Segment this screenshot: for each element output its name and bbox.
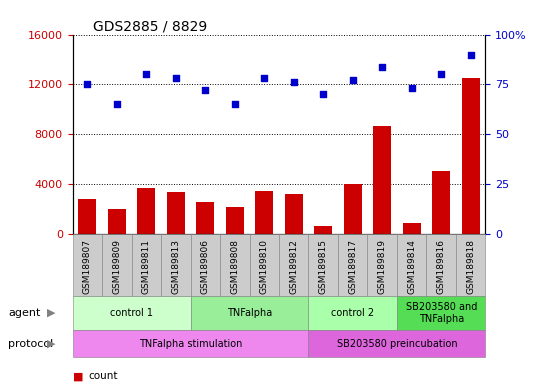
Text: ▶: ▶: [47, 308, 56, 318]
Bar: [108, 209, 126, 234]
Text: GSM189816: GSM189816: [437, 239, 446, 294]
Text: GSM189811: GSM189811: [142, 239, 151, 294]
Point: [289, 79, 298, 86]
Bar: [397, 296, 485, 330]
Text: protocol: protocol: [8, 339, 54, 349]
Text: control 2: control 2: [331, 308, 374, 318]
Point: [348, 78, 357, 84]
Bar: [167, 192, 185, 234]
Text: ▶: ▶: [47, 339, 56, 349]
Bar: [456, 234, 485, 296]
Bar: [73, 234, 102, 296]
Text: GSM189806: GSM189806: [201, 239, 210, 294]
Text: TNFalpha stimulation: TNFalpha stimulation: [139, 339, 242, 349]
Text: SB203580 and
TNFalpha: SB203580 and TNFalpha: [406, 302, 477, 324]
Text: GSM189810: GSM189810: [260, 239, 269, 294]
Point: [437, 71, 446, 78]
Text: SB203580 preincubation: SB203580 preincubation: [336, 339, 458, 349]
Bar: [73, 296, 190, 330]
Bar: [314, 225, 332, 234]
Bar: [403, 223, 421, 234]
Point: [171, 75, 180, 81]
Bar: [161, 234, 190, 296]
Bar: [279, 234, 309, 296]
Point: [378, 63, 387, 70]
Point: [142, 71, 151, 78]
Bar: [73, 330, 309, 357]
Bar: [368, 234, 397, 296]
Point: [112, 101, 121, 108]
Bar: [426, 234, 456, 296]
Text: GSM189814: GSM189814: [407, 239, 416, 294]
Bar: [220, 234, 249, 296]
Bar: [190, 296, 309, 330]
Text: GSM189809: GSM189809: [112, 239, 121, 294]
Text: GSM189817: GSM189817: [348, 239, 357, 294]
Bar: [397, 234, 426, 296]
Point: [201, 88, 210, 94]
Bar: [309, 234, 338, 296]
Text: count: count: [88, 371, 118, 381]
Bar: [309, 330, 485, 357]
Bar: [79, 199, 96, 234]
Bar: [344, 184, 362, 234]
Text: agent: agent: [8, 308, 41, 318]
Point: [466, 51, 475, 58]
Bar: [249, 234, 279, 296]
Bar: [137, 188, 155, 234]
Text: GSM189815: GSM189815: [319, 239, 328, 294]
Bar: [432, 170, 450, 234]
Bar: [196, 202, 214, 234]
Point: [230, 101, 239, 108]
Text: GSM189812: GSM189812: [289, 239, 298, 294]
Point: [407, 85, 416, 91]
Bar: [373, 126, 391, 234]
Point: [260, 75, 269, 81]
Text: GSM189819: GSM189819: [378, 239, 387, 294]
Text: TNFalpha: TNFalpha: [227, 308, 272, 318]
Text: control 1: control 1: [110, 308, 153, 318]
Text: GSM189813: GSM189813: [171, 239, 180, 294]
Bar: [309, 296, 397, 330]
Text: GDS2885 / 8829: GDS2885 / 8829: [93, 20, 208, 33]
Text: ■: ■: [73, 371, 83, 381]
Point: [319, 91, 328, 98]
Bar: [338, 234, 368, 296]
Bar: [256, 190, 273, 234]
Bar: [462, 78, 479, 234]
Point: [83, 81, 92, 88]
Text: GSM189807: GSM189807: [83, 239, 92, 294]
Bar: [190, 234, 220, 296]
Text: GSM189818: GSM189818: [466, 239, 475, 294]
Bar: [132, 234, 161, 296]
Bar: [285, 194, 302, 234]
Bar: [226, 207, 244, 234]
Text: GSM189808: GSM189808: [230, 239, 239, 294]
Bar: [102, 234, 132, 296]
